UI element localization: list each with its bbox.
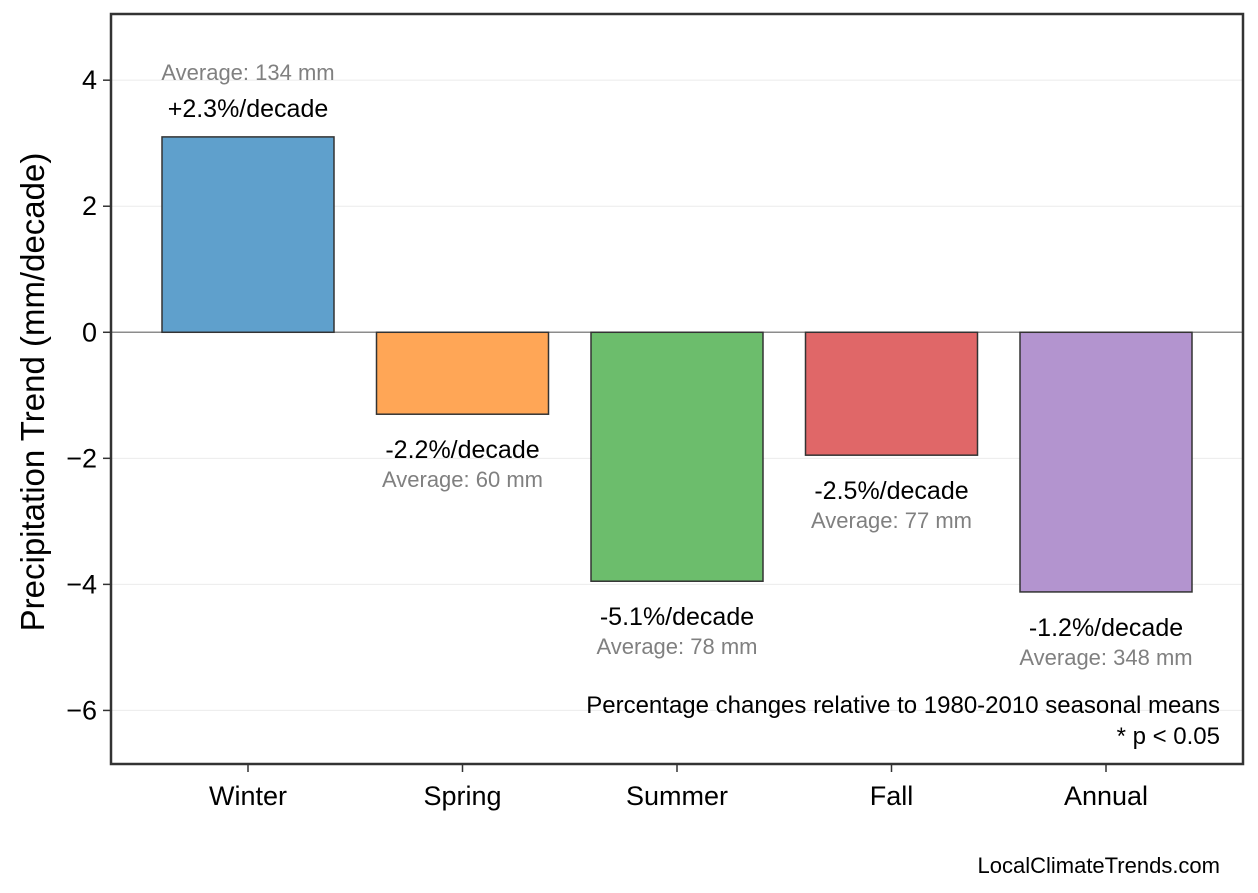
source-credit: LocalClimateTrends.com — [978, 853, 1221, 878]
percent-change-label: -2.5%/decade — [814, 477, 968, 505]
percent-change-label: -1.2%/decade — [1029, 614, 1183, 642]
average-label: Average: 134 mm — [161, 60, 334, 85]
y-tick-label: −6 — [66, 695, 97, 725]
x-tick-label: Fall — [870, 781, 914, 811]
average-label: Average: 78 mm — [596, 634, 757, 659]
bar-fall — [804, 331, 979, 456]
x-tick-label: Spring — [423, 781, 501, 811]
average-label: Average: 60 mm — [382, 467, 543, 492]
x-tick-label: Annual — [1064, 781, 1148, 811]
y-tick-label: −2 — [66, 443, 97, 473]
y-tick-label: 2 — [82, 191, 97, 221]
average-label: Average: 348 mm — [1019, 645, 1192, 670]
percent-change-label: -2.2%/decade — [385, 436, 539, 464]
bar-spring — [375, 331, 550, 415]
bar-summer — [590, 331, 764, 582]
percent-change-label: +2.3%/decade — [168, 95, 329, 123]
y-tick-label: −4 — [66, 569, 97, 599]
bar-winter — [161, 136, 335, 334]
annotation-significance: * p < 0.05 — [1117, 723, 1220, 750]
annotation-note: Percentage changes relative to 1980-2010… — [586, 692, 1220, 719]
x-tick-label: Summer — [626, 781, 728, 811]
x-axis: Winter Spring Summer Fall Annual — [209, 764, 1148, 811]
bars — [161, 136, 1193, 593]
x-tick-label: Winter — [209, 781, 287, 811]
plot-frame — [109, 12, 1245, 766]
y-axis: 4 2 0 −2 −4 −6 — [66, 65, 111, 725]
average-label: Average: 77 mm — [811, 508, 972, 533]
y-tick-label: 0 — [82, 317, 97, 347]
y-axis-title: Precipitation Trend (mm/decade) — [14, 153, 51, 632]
percent-change-label: -5.1%/decade — [600, 603, 754, 631]
y-tick-label: 4 — [82, 65, 97, 95]
bar-labels: +2.3%/decade Average: 134 mm -2.2%/decade A… — [161, 60, 1192, 670]
bar-annual — [1019, 331, 1193, 593]
